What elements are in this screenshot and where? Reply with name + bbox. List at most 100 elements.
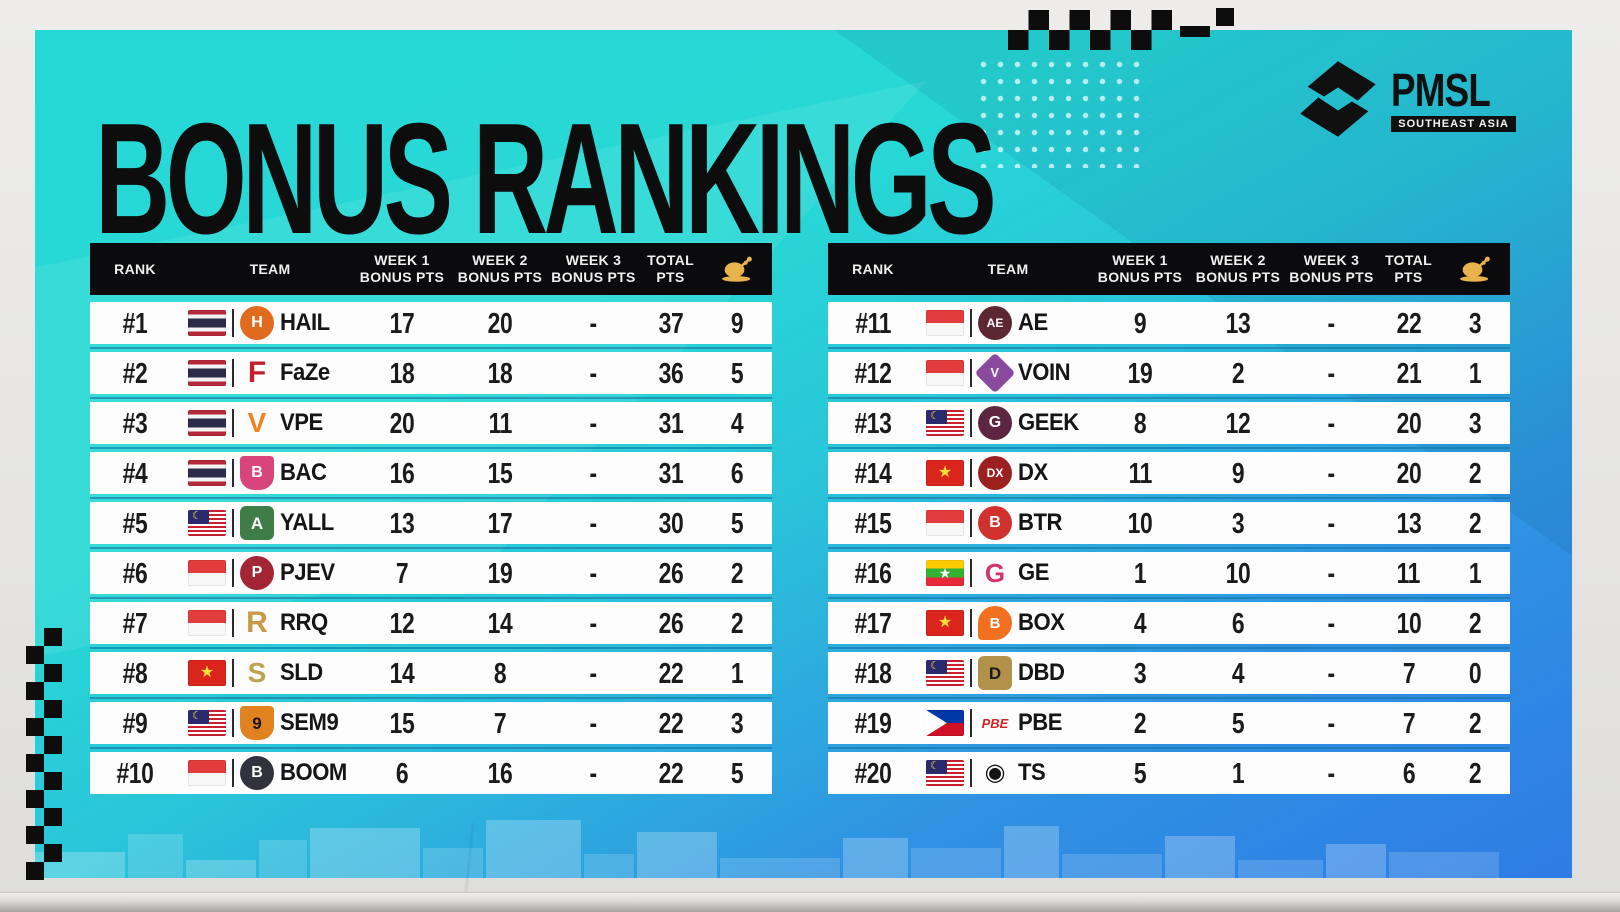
rank-label: #14 <box>854 455 892 489</box>
table-row: #4 B BAC 16 15 - 31 6 <box>90 452 772 499</box>
week1-points: 3 <box>1133 655 1147 689</box>
chicken-count: 3 <box>1468 405 1482 439</box>
rank-label: #10 <box>116 755 154 789</box>
rank-label: #18 <box>854 655 892 689</box>
total-points: 26 <box>658 605 683 639</box>
team-name: GEEK <box>1018 409 1079 436</box>
week2-points: 3 <box>1231 505 1245 539</box>
team-logo: F <box>247 356 267 389</box>
team-name: SEM9 <box>280 709 339 736</box>
team-logo: V <box>247 407 267 438</box>
flag-divider <box>232 609 234 637</box>
week3-points: - <box>1327 655 1336 689</box>
column-header-w1: WEEK 1 BONUS PTS <box>359 252 445 285</box>
team-name: BOOM <box>280 759 347 786</box>
week2-points: 14 <box>487 605 513 639</box>
checker-square <box>1216 8 1234 26</box>
flag-divider <box>970 359 972 387</box>
table-row: #7 R RRQ 12 14 - 26 2 <box>90 602 772 649</box>
table-row: #17 ★ B BOX 4 6 - 10 2 <box>828 602 1510 649</box>
table-row: #1 H HAIL 17 20 - 37 9 <box>90 302 772 349</box>
week2-points: 17 <box>487 505 513 539</box>
table-row: #19 PBE PBE 2 5 - 7 2 <box>828 702 1510 749</box>
country-flag: ★ <box>188 660 226 686</box>
total-points: 31 <box>658 455 683 489</box>
rank-label: #2 <box>122 355 148 389</box>
column-header-team: TEAM <box>987 260 1029 277</box>
dots-decoration <box>975 56 1151 168</box>
total-points: 22 <box>658 655 683 689</box>
flag-divider <box>970 609 972 637</box>
team-name: BAC <box>280 459 327 486</box>
week1-points: 16 <box>389 455 415 489</box>
rank-label: #7 <box>122 605 148 639</box>
rank-label: #16 <box>854 555 892 589</box>
team-logo: D <box>978 656 1012 690</box>
flag-divider <box>232 359 234 387</box>
week2-points: 12 <box>1225 405 1251 439</box>
week2-points: 18 <box>487 355 513 389</box>
chicken-count: 2 <box>1468 755 1482 789</box>
week3-points: - <box>1327 405 1336 439</box>
week1-points: 4 <box>1133 605 1147 639</box>
week1-points: 7 <box>395 555 409 589</box>
total-points: 30 <box>658 505 683 539</box>
total-points: 7 <box>1402 655 1415 689</box>
column-header-w2: WEEK 2 BONUS PTS <box>457 252 543 285</box>
chicken-count: 3 <box>1468 305 1482 339</box>
total-points: 37 <box>658 305 683 339</box>
week2-points: 5 <box>1231 705 1245 739</box>
week2-points: 11 <box>488 405 512 439</box>
total-points: 21 <box>1396 355 1421 389</box>
country-flag <box>926 310 964 336</box>
chicken-count: 2 <box>730 555 744 589</box>
country-flag <box>188 310 226 336</box>
week2-points: 20 <box>487 305 513 339</box>
table-header: RANK TEAM WEEK 1 BONUS PTS WEEK 2 BONUS PTS WE… <box>90 243 772 295</box>
week1-points: 2 <box>1133 705 1147 739</box>
team-name: TS <box>1018 759 1046 786</box>
chicken-count: 2 <box>1468 505 1482 539</box>
table-row: #9 ☾ 9 SEM9 15 7 - 22 3 <box>90 702 772 749</box>
team-logo: DX <box>978 456 1012 490</box>
standings: RANK TEAM WEEK 1 BONUS PTS WEEK 2 BONUS PTS WE… <box>90 243 1510 794</box>
rank-label: #15 <box>854 505 892 539</box>
chicken-count: 1 <box>730 655 744 689</box>
total-points: 7 <box>1402 705 1415 739</box>
team-logo: V <box>974 352 1016 394</box>
page-title: BONUS RANKINGS <box>95 91 997 267</box>
rank-label: #19 <box>854 705 892 739</box>
team-logo: R <box>246 606 268 639</box>
table-row: #15 B BTR 10 3 - 13 2 <box>828 502 1510 549</box>
checker-dash <box>1180 26 1210 37</box>
week1-points: 8 <box>1133 405 1147 439</box>
country-flag: ☾ <box>926 660 964 686</box>
week2-points: 1 <box>1231 755 1245 789</box>
rank-label: #3 <box>122 405 148 439</box>
table-row: #6 P PJEV 7 19 - 26 2 <box>90 552 772 599</box>
team-name: VOIN <box>1018 359 1071 386</box>
team-logo: B <box>978 506 1012 540</box>
table-rows: #11 AE AE 9 13 - 22 3 #12 V VOIN 19 2 - … <box>828 302 1510 794</box>
flag-divider <box>232 459 234 487</box>
week3-points: - <box>1327 455 1336 489</box>
flag-divider <box>232 309 234 337</box>
team-logo: B <box>978 606 1012 640</box>
week3-points: - <box>1327 605 1336 639</box>
team-logo: PBE <box>981 715 1009 731</box>
team-name: DBD <box>1018 659 1065 686</box>
flag-divider <box>970 659 972 687</box>
team-logo: G <box>978 406 1012 440</box>
team-name: VPE <box>280 409 323 436</box>
week3-points: - <box>1327 755 1336 789</box>
chicken-count: 5 <box>730 505 744 539</box>
week3-points: - <box>589 405 598 439</box>
team-name: SLD <box>280 659 323 686</box>
checker-decoration-left <box>26 628 62 880</box>
table-row: #10 B BOOM 6 16 - 22 5 <box>90 752 772 794</box>
chicken-dinner-icon <box>1460 256 1490 282</box>
team-name: PJEV <box>280 559 335 586</box>
table-rows: #1 H HAIL 17 20 - 37 9 #2 F FaZe 18 18 -… <box>90 302 772 794</box>
country-flag <box>188 610 226 636</box>
brand-logo: PMSL SOUTHEAST ASIA <box>1297 58 1516 140</box>
